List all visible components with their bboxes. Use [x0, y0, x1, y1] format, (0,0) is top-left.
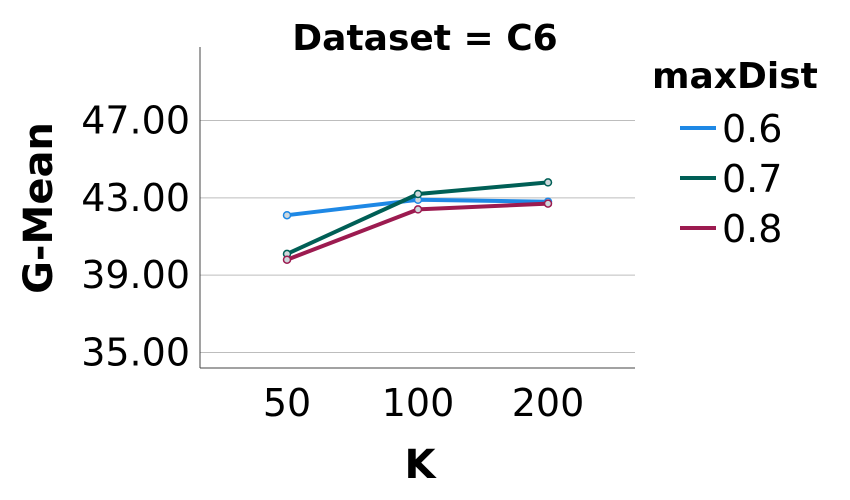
- y-tick-labels: 35.00 39.00 43.00 47.00: [81, 98, 190, 374]
- x-tick-label-0: 50: [263, 381, 311, 425]
- y-tick-label-3: 47.00: [81, 98, 190, 142]
- legend-title: maxDist: [652, 56, 818, 97]
- x-tick-labels: 50 100 200: [263, 381, 584, 425]
- legend-label-0.6: 0.6: [722, 107, 782, 151]
- legend-item-0.7: 0.7: [680, 157, 782, 201]
- grid-lines: [200, 119, 635, 354]
- legend-item-0.6: 0.6: [680, 107, 782, 151]
- data-point-0.6-50: [282, 210, 292, 220]
- y-tick-label-1: 39.00: [81, 253, 190, 297]
- y-axis-title: G-Mean: [16, 122, 62, 294]
- data-point-0.8-100: [413, 205, 423, 214]
- series-group: [282, 178, 553, 264]
- series-0.7: [282, 178, 553, 259]
- data-point-0.8-200: [543, 199, 553, 208]
- data-point-0.7-200: [543, 178, 553, 187]
- series-0.8: [282, 199, 553, 264]
- chart-title: Dataset = C6: [292, 18, 557, 59]
- x-axis-title: K: [405, 442, 438, 488]
- x-tick-label-1: 100: [382, 381, 455, 425]
- data-point-0.7-100: [413, 189, 423, 199]
- data-point-0.8-50: [282, 255, 292, 264]
- y-tick-label-2: 43.00: [81, 176, 190, 220]
- legend: maxDist 0.6 0.7 0.8: [652, 56, 818, 251]
- legend-label-0.8: 0.8: [722, 207, 782, 251]
- legend-items: 0.6 0.7 0.8: [680, 107, 782, 251]
- legend-label-0.7: 0.7: [722, 157, 782, 201]
- legend-item-0.8: 0.8: [680, 207, 782, 251]
- y-tick-label-0: 35.00: [81, 331, 190, 375]
- x-tick-label-2: 200: [512, 381, 585, 425]
